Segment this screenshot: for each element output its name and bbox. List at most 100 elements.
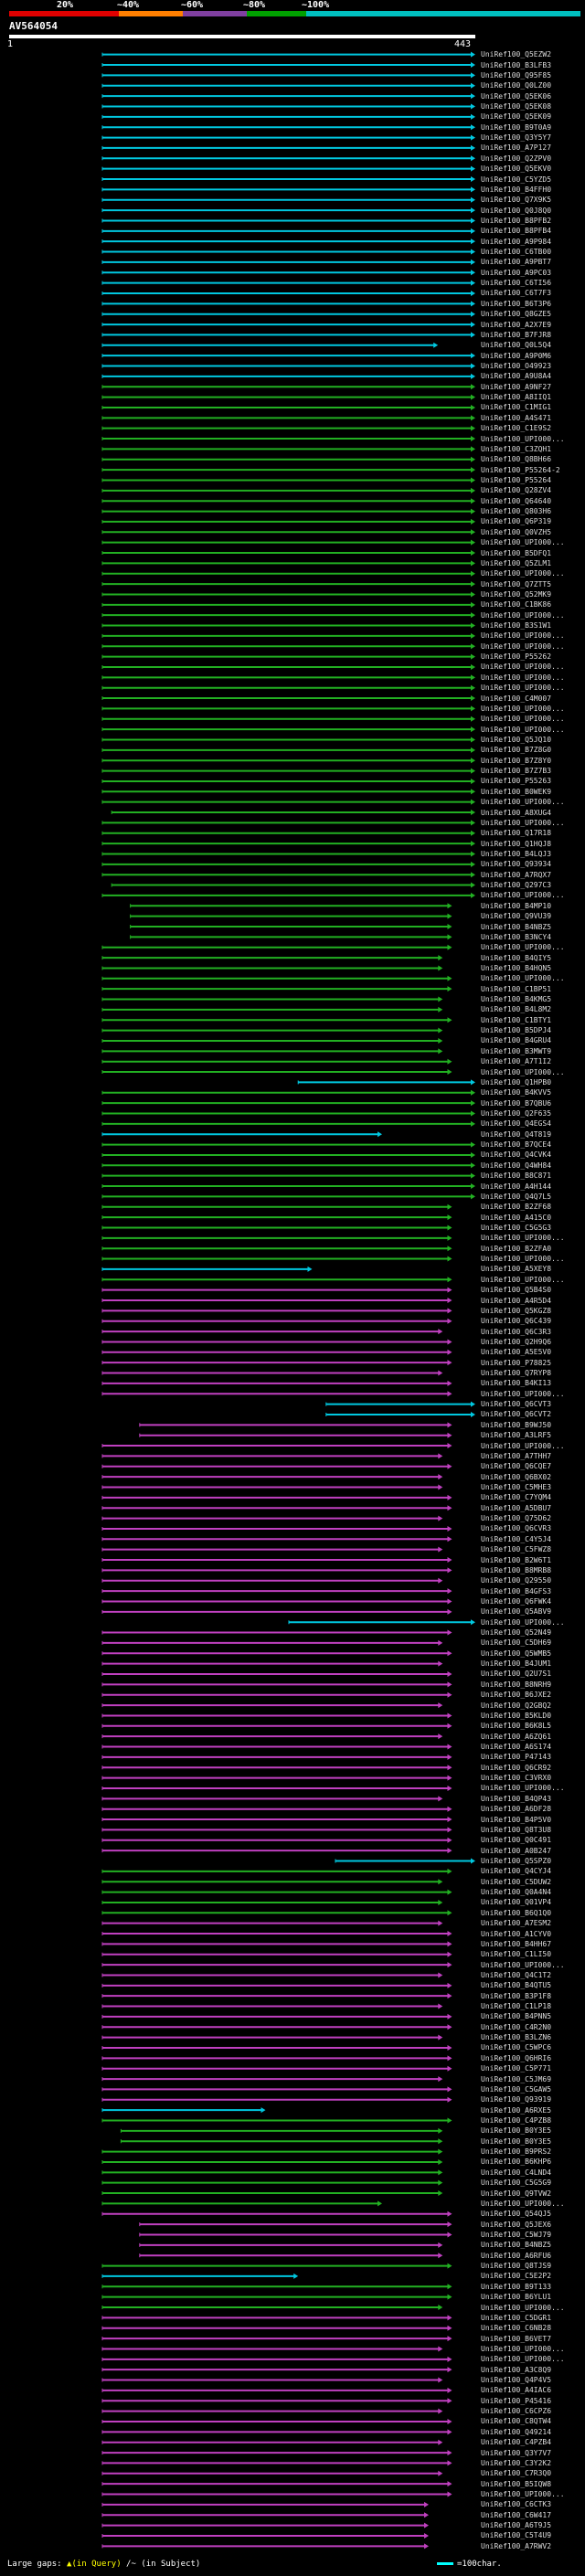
hit-label[interactable]: UniRef100_C1E9S2 bbox=[481, 424, 552, 433]
hit-label[interactable]: UniRef100_Q01VP4 bbox=[481, 1898, 552, 1907]
hit-label[interactable]: UniRef100_C1BTY1 bbox=[481, 1015, 552, 1024]
hit-label[interactable]: UniRef100_B4NBZ5 bbox=[481, 922, 552, 931]
hit-label[interactable]: UniRef100_C6W417 bbox=[481, 2510, 552, 2519]
hit-label[interactable]: UniRef100_A9U8A4 bbox=[481, 372, 552, 381]
hit-label[interactable]: UniRef100_B3S1W1 bbox=[481, 621, 552, 631]
hit-label[interactable]: UniRef100_C8QTW4 bbox=[481, 2417, 552, 2426]
hit-label[interactable]: UniRef100_P78825 bbox=[481, 1358, 552, 1367]
hit-label[interactable]: UniRef100_B5DFQ1 bbox=[481, 548, 552, 557]
hit-label[interactable]: UniRef100_UPI000... bbox=[481, 1255, 565, 1264]
hit-label[interactable]: UniRef100_Q803H6 bbox=[481, 507, 552, 516]
hit-label[interactable]: UniRef100_UPI000... bbox=[481, 1960, 565, 1969]
hit-label[interactable]: UniRef100_UPI000... bbox=[481, 569, 565, 578]
hit-label[interactable]: UniRef100_C5G5G9 bbox=[481, 2178, 552, 2188]
hit-label[interactable]: UniRef100_Q0C491 bbox=[481, 1836, 552, 1845]
hit-label[interactable]: UniRef100_Q4EGS4 bbox=[481, 1119, 552, 1129]
hit-label[interactable]: UniRef100_Q7RYP8 bbox=[481, 1369, 552, 1378]
hit-label[interactable]: UniRef100_B3LZN6 bbox=[481, 2033, 552, 2042]
hit-label[interactable]: UniRef100_C3ZQH1 bbox=[481, 444, 552, 453]
hit-label[interactable]: UniRef100_UPI000... bbox=[481, 974, 565, 983]
hit-label[interactable]: UniRef100_UPI000... bbox=[481, 2199, 565, 2208]
hit-label[interactable]: UniRef100_B6Q1Q0 bbox=[481, 1908, 552, 1917]
hit-label[interactable]: UniRef100_B9T133 bbox=[481, 2282, 552, 2291]
hit-label[interactable]: UniRef100_UPI000... bbox=[481, 2303, 565, 2312]
hit-label[interactable]: UniRef100_Q6C3R3 bbox=[481, 1327, 552, 1336]
hit-label[interactable]: UniRef100_Q2ZPV0 bbox=[481, 154, 552, 163]
hit-label[interactable]: UniRef100_B9PRS2 bbox=[481, 2147, 552, 2157]
hit-label[interactable]: UniRef100_B4GFS3 bbox=[481, 1586, 552, 1595]
hit-label[interactable]: UniRef100_A5XEY8 bbox=[481, 1265, 552, 1274]
hit-label[interactable]: UniRef100_Q54QJ5 bbox=[481, 2210, 552, 2219]
hit-label[interactable]: UniRef100_Q2H9Q6 bbox=[481, 1337, 552, 1346]
hit-label[interactable]: UniRef100_C6NB28 bbox=[481, 2324, 552, 2333]
hit-label[interactable]: UniRef100_C5FWZ8 bbox=[481, 1545, 552, 1554]
hit-label[interactable]: UniRef100_Q5EZW2 bbox=[481, 50, 552, 59]
hit-label[interactable]: UniRef100_C3Y2K2 bbox=[481, 2458, 552, 2467]
hit-label[interactable]: UniRef100_C5DH69 bbox=[481, 1638, 552, 1648]
hit-label[interactable]: UniRef100_Q29550 bbox=[481, 1576, 552, 1585]
hit-label[interactable]: UniRef100_C4R2N0 bbox=[481, 2022, 552, 2031]
hit-label[interactable]: UniRef100_P55263 bbox=[481, 777, 552, 786]
hit-label[interactable]: UniRef100_Q6P319 bbox=[481, 517, 552, 526]
hit-label[interactable]: UniRef100_C4Y5J4 bbox=[481, 1534, 552, 1543]
hit-label[interactable]: UniRef100_B4QP43 bbox=[481, 1794, 552, 1803]
hit-label[interactable]: UniRef100_UPI000... bbox=[481, 2344, 565, 2353]
hit-label[interactable]: UniRef100_Q4CVK4 bbox=[481, 1150, 552, 1160]
hit-label[interactable]: UniRef100_C1BP51 bbox=[481, 984, 552, 993]
hit-label[interactable]: UniRef100_Q28ZV4 bbox=[481, 486, 552, 495]
hit-label[interactable]: UniRef100_Q1HQJ8 bbox=[481, 839, 552, 848]
hit-label[interactable]: UniRef100_Q7X9K5 bbox=[481, 196, 552, 205]
hit-label[interactable]: UniRef100_B8PFB2 bbox=[481, 216, 552, 225]
hit-label[interactable]: UniRef100_Q4T819 bbox=[481, 1129, 552, 1139]
hit-label[interactable]: UniRef100_P47143 bbox=[481, 1753, 552, 1762]
hit-label[interactable]: UniRef100_Q0L5Q4 bbox=[481, 341, 552, 350]
hit-label[interactable]: UniRef100_B4KI13 bbox=[481, 1379, 552, 1388]
hit-label[interactable]: UniRef100_Q0VZH5 bbox=[481, 527, 552, 536]
hit-label[interactable]: UniRef100_Q6CR92 bbox=[481, 1763, 552, 1772]
hit-label[interactable]: UniRef100_Q8T3U8 bbox=[481, 1825, 552, 1834]
hit-label[interactable]: UniRef100_A9PBT7 bbox=[481, 258, 552, 267]
hit-label[interactable]: UniRef100_B0WEK9 bbox=[481, 787, 552, 796]
hit-label[interactable]: UniRef100_Q52N49 bbox=[481, 1628, 552, 1638]
hit-label[interactable]: UniRef100_B4HQN5 bbox=[481, 963, 552, 972]
hit-label[interactable]: UniRef100_UPI000... bbox=[481, 818, 565, 827]
hit-label[interactable]: UniRef100_B3NCY4 bbox=[481, 932, 552, 941]
hit-label[interactable]: UniRef100_B4QTU5 bbox=[481, 1981, 552, 1990]
hit-label[interactable]: UniRef100_A3LRF5 bbox=[481, 1431, 552, 1440]
hit-label[interactable]: UniRef100_B4FFH0 bbox=[481, 185, 552, 194]
hit-label[interactable]: UniRef100_A4R5D4 bbox=[481, 1296, 552, 1305]
hit-label[interactable]: UniRef100_UPI000... bbox=[481, 943, 565, 952]
hit-label[interactable]: UniRef100_B8PFB4 bbox=[481, 227, 552, 236]
hit-label[interactable]: UniRef100_UPI000... bbox=[481, 725, 565, 734]
hit-label[interactable]: UniRef100_Q9VU39 bbox=[481, 912, 552, 921]
hit-label[interactable]: UniRef100_UPI000... bbox=[481, 798, 565, 807]
hit-label[interactable]: UniRef100_Q93919 bbox=[481, 2095, 552, 2104]
hit-label[interactable]: UniRef100_UPI000... bbox=[481, 610, 565, 620]
hit-label[interactable]: UniRef100_A7P127 bbox=[481, 143, 552, 153]
hit-label[interactable]: UniRef100_C7R3Q0 bbox=[481, 2469, 552, 2478]
hit-label[interactable]: UniRef100_Q5EK08 bbox=[481, 101, 552, 111]
hit-label[interactable]: UniRef100_B6VET7 bbox=[481, 2334, 552, 2343]
hit-label[interactable]: UniRef100_B7Z7B3 bbox=[481, 767, 552, 776]
hit-label[interactable]: UniRef100_C3VRX0 bbox=[481, 1774, 552, 1783]
hit-label[interactable]: UniRef100_Q6CQE7 bbox=[481, 1462, 552, 1471]
hit-label[interactable]: UniRef100_Q8BH66 bbox=[481, 455, 552, 464]
hit-label[interactable]: UniRef100_UPI000... bbox=[481, 1389, 565, 1398]
hit-label[interactable]: UniRef100_A6ZQ61 bbox=[481, 1732, 552, 1741]
hit-label[interactable]: UniRef100_B4QIY5 bbox=[481, 953, 552, 962]
hit-label[interactable]: UniRef100_B3LFB3 bbox=[481, 60, 552, 69]
hit-label[interactable]: UniRef100_A2X7E9 bbox=[481, 320, 552, 329]
hit-label[interactable]: UniRef100_Q5ABV9 bbox=[481, 1607, 552, 1617]
hit-label[interactable]: UniRef100_B8NRH9 bbox=[481, 1680, 552, 1689]
hit-label[interactable]: UniRef100_UPI000... bbox=[481, 1617, 565, 1627]
hit-label[interactable]: UniRef100_B3MWT9 bbox=[481, 1046, 552, 1055]
hit-label[interactable]: UniRef100_Q5ZLM1 bbox=[481, 558, 552, 567]
hit-label[interactable]: UniRef100_Q6HRI6 bbox=[481, 2053, 552, 2062]
hit-label[interactable]: UniRef100_A6S174 bbox=[481, 1743, 552, 1752]
hit-label[interactable]: UniRef100_C6T7F3 bbox=[481, 289, 552, 298]
hit-label[interactable]: UniRef100_B7Z8G0 bbox=[481, 746, 552, 755]
hit-label[interactable]: UniRef100_C5DGR1 bbox=[481, 2313, 552, 2322]
hit-label[interactable]: UniRef100_C4M007 bbox=[481, 694, 552, 703]
hit-label[interactable]: UniRef100_Q17R18 bbox=[481, 829, 552, 838]
hit-label[interactable]: UniRef100_A4H144 bbox=[481, 1182, 552, 1191]
